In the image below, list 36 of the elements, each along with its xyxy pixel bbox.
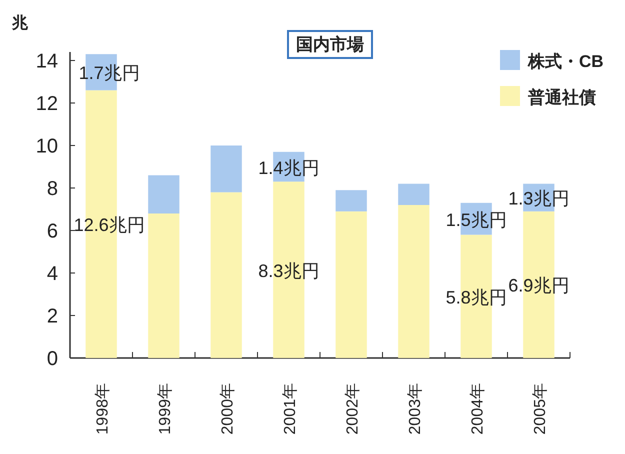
legend-label: 株式・CB [527,52,604,71]
data-label: 1.5兆円 [446,210,507,230]
bar [398,205,430,358]
bar [336,211,367,358]
bar [398,184,430,205]
bar [210,192,242,358]
x-tick-label: 2000年 [219,383,236,435]
y-tick-label: 10 [36,136,58,158]
data-label: 1.4兆円 [258,158,320,178]
data-label: 1.3兆円 [508,188,570,209]
y-tick-label: 14 [36,50,58,72]
y-tick-label: 2 [46,306,58,328]
bar [336,190,367,212]
x-tick-label: 1998年 [94,383,112,435]
data-label: 8.3兆円 [258,260,320,281]
x-tick-label: 2002年 [344,383,362,435]
y-tick-label: 12 [36,93,58,115]
legend-label: 普通社債 [527,87,596,107]
x-tick-label: 2004年 [469,383,486,435]
y-tick-label: 6 [46,220,58,242]
bar [148,214,180,358]
y-tick-label: 0 [46,348,58,370]
x-tick-label: 2003年 [406,383,424,435]
chart-title: 国内市場 [296,35,364,54]
data-label: 5.8兆円 [446,287,507,308]
y-tick-label: 8 [46,178,58,200]
x-tick-label: 2001年 [282,383,299,435]
bar [148,175,180,214]
bar [210,146,242,192]
y-axis-title: 兆 [11,14,29,32]
x-tick-label: 1999年 [156,383,174,435]
data-label: 1.7兆円 [78,63,140,84]
y-tick-label: 4 [46,263,58,285]
data-label: 12.6兆円 [74,215,145,236]
data-label: 6.9兆円 [508,276,570,296]
x-tick-label: 2005年 [532,383,549,435]
